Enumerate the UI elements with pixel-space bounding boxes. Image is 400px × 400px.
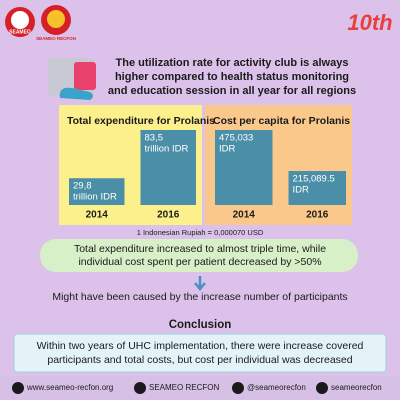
finding-line: individual cost spent per patient decrea…: [78, 256, 321, 268]
footer-text: @seameorecfon: [247, 383, 306, 392]
conclusion-heading: Conclusion: [169, 319, 232, 331]
conclusion-line: participants and total costs, but cost p…: [47, 354, 352, 366]
bar: [140, 130, 196, 205]
title-line: and education session in all year for al…: [108, 85, 356, 97]
footer-text: seameorecfon: [331, 383, 382, 392]
bar-label: IDR: [293, 185, 310, 196]
anniversary-logo: 10th: [347, 10, 392, 35]
footer-icon: [232, 382, 244, 394]
conclusion-box: [13, 333, 387, 373]
footer-bg: [0, 376, 400, 400]
footer-text: www.seameo-recfon.org: [26, 383, 113, 392]
bar-label: trillion IDR: [145, 144, 189, 155]
cause: Might have been caused by the increase n…: [52, 291, 347, 303]
footer-text: SEAMEO RECFON: [149, 383, 219, 392]
logo-text: SEAMEO: [9, 29, 31, 35]
bar-label: 475,033: [219, 133, 253, 144]
bar: [215, 130, 273, 205]
footer-icon: [12, 382, 24, 394]
icon-shoe: [59, 87, 93, 100]
panel-title: Total expenditure for Prolanis: [67, 115, 215, 127]
title-line: The utilization rate for activity club i…: [116, 57, 349, 69]
logo-seameo-inner: [11, 11, 29, 29]
bar-label: trillion IDR: [73, 192, 117, 203]
conclusion-line: Within two years of UHC implementation, …: [37, 340, 364, 352]
bar: [288, 171, 346, 205]
arrow: [194, 276, 206, 291]
finding-box: [40, 239, 358, 272]
note: 1 Indonesian Rupiah = 0,000070 USD: [137, 228, 264, 237]
category-label: 2016: [306, 210, 329, 221]
logo-recfon-inner: [47, 10, 65, 28]
title-line: higher compared to health status monitor…: [115, 71, 349, 83]
bar-label: 83,5: [145, 133, 164, 144]
category-label: 2016: [157, 210, 180, 221]
footer-icon: [316, 382, 328, 394]
footer-icon: [134, 382, 146, 394]
bar-label: 29,8: [73, 181, 92, 192]
bar-label: 215,089.5: [293, 174, 335, 185]
bar-label: IDR: [219, 144, 236, 155]
finding-line: Total expenditure increased to almost tr…: [74, 243, 326, 255]
bar: [69, 178, 125, 205]
logo-text: SEAMEO RECFON: [36, 36, 76, 41]
icon-box: [74, 62, 96, 90]
panel-title: Cost per capita for Prolanis: [213, 115, 350, 127]
category-label: 2014: [86, 210, 109, 221]
category-label: 2014: [233, 210, 256, 221]
